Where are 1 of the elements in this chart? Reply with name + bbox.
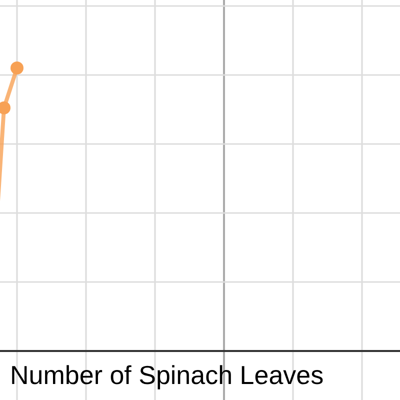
x-axis-title: Number of Spinach Leaves: [10, 360, 324, 390]
